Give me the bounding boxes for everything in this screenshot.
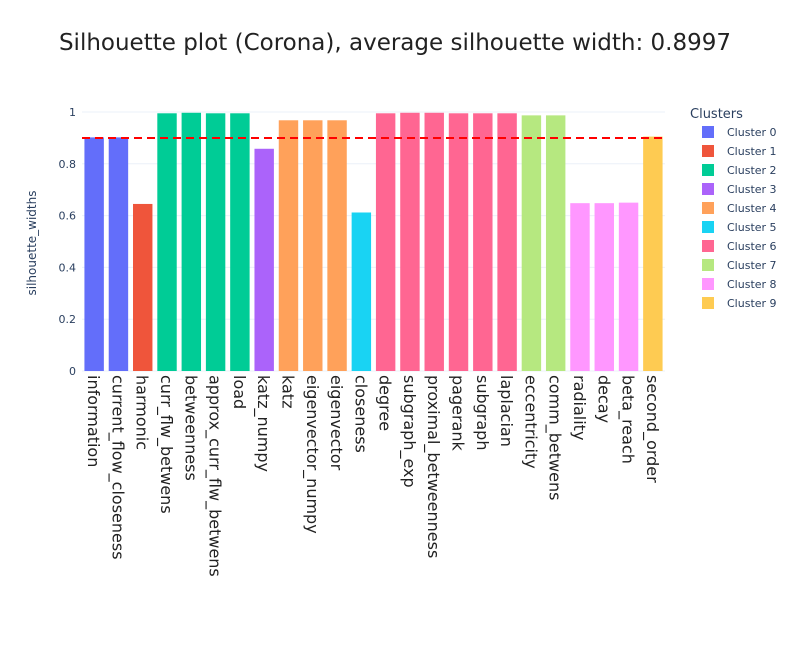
x-axis-ticks: information current_flow_closeness harmoni…: [84, 375, 662, 577]
legend-label: Cluster 0: [727, 126, 777, 139]
gridlines: [82, 111, 665, 372]
legend-item[interactable]: Cluster 4: [702, 202, 777, 215]
x-tick-label: betweenness: [181, 375, 200, 481]
bar-eccentricity[interactable]: [521, 115, 542, 371]
x-tick-label: approx_curr_flw_betwens: [205, 375, 225, 577]
bar-subgraph_exp[interactable]: [400, 112, 420, 371]
y-axis-ticks: 0 0.2 0.4 0.6 0.8 1: [59, 106, 77, 378]
x-tick-label: curr_flw_betwens: [156, 375, 176, 514]
bar-eigenvector[interactable]: [327, 120, 347, 372]
legend-label: Cluster 4: [727, 202, 777, 215]
bars-layer: [84, 112, 663, 372]
x-tick-label: comm_betwens: [545, 375, 565, 500]
bar-current_flow_closeness[interactable]: [108, 137, 129, 371]
x-tick-label: eigenvector: [327, 375, 346, 471]
x-tick-label: harmonic: [133, 375, 152, 450]
bar-degree[interactable]: [375, 113, 396, 372]
bar-katz_numpy[interactable]: [254, 148, 274, 371]
legend-item[interactable]: Cluster 6: [702, 240, 777, 253]
legend[interactable]: Clusters Cluster 0 Cluster 1 Cluster 2 Clus…: [690, 107, 777, 310]
x-tick-label: proximal_betweenness: [423, 375, 443, 558]
y-tick-label: 1: [69, 106, 76, 119]
y-tick-label: 0.2: [59, 313, 77, 326]
x-tick-label: laplacian: [497, 375, 516, 447]
legend-swatch: [702, 259, 714, 271]
legend-swatch: [702, 145, 714, 157]
x-tick-label: current_flow_closeness: [107, 375, 127, 560]
x-tick-label: second_order: [642, 375, 662, 483]
bar-closeness[interactable]: [351, 212, 372, 371]
legend-item[interactable]: Cluster 0: [702, 126, 777, 139]
bar-katz[interactable]: [278, 120, 299, 372]
legend-title: Clusters: [690, 107, 743, 122]
y-tick-label: 0: [69, 365, 76, 378]
legend-swatch: [702, 240, 714, 252]
legend-label: Cluster 7: [727, 259, 777, 272]
x-tick-label: subgraph: [473, 375, 492, 450]
x-tick-label: subgraph_exp: [399, 375, 419, 488]
bar-radiality[interactable]: [570, 203, 590, 371]
legend-item[interactable]: Cluster 3: [702, 183, 777, 196]
bar-proximal_betweenness[interactable]: [424, 112, 444, 371]
x-tick-label: beta_reach: [618, 375, 638, 464]
x-tick-label: closeness: [351, 375, 370, 453]
legend-label: Cluster 9: [727, 297, 777, 310]
bar-pagerank[interactable]: [448, 113, 469, 372]
bar-harmonic[interactable]: [133, 203, 153, 371]
legend-item[interactable]: Cluster 8: [702, 278, 777, 291]
legend-item[interactable]: Cluster 9: [702, 297, 777, 310]
y-tick-label: 0.4: [59, 261, 77, 274]
legend-swatch: [702, 297, 714, 309]
x-tick-label: pagerank: [449, 375, 468, 451]
legend-item[interactable]: Cluster 7: [702, 259, 777, 272]
legend-swatch: [702, 221, 714, 233]
legend-label: Cluster 3: [727, 183, 777, 196]
legend-label: Cluster 2: [727, 164, 777, 177]
legend-swatch: [702, 126, 714, 138]
legend-label: Cluster 1: [727, 145, 777, 158]
bar-information[interactable]: [84, 137, 104, 371]
bar-second_order[interactable]: [643, 136, 663, 371]
legend-label: Cluster 5: [727, 221, 777, 234]
y-tick-label: 0.6: [59, 210, 77, 223]
bar-approx_curr_flw_betwens[interactable]: [205, 113, 226, 372]
legend-item[interactable]: Cluster 5: [702, 221, 777, 234]
x-tick-label: load: [230, 375, 249, 409]
chart-title: Silhouette plot (Corona), average silhou…: [59, 30, 731, 56]
bar-curr_flw_betwens[interactable]: [157, 113, 177, 372]
bar-beta_reach[interactable]: [618, 202, 639, 371]
x-tick-label: information: [84, 375, 103, 467]
x-tick-label: degree: [376, 375, 395, 431]
bar-load[interactable]: [230, 113, 250, 372]
y-axis-label: silhouette_widths: [25, 191, 39, 296]
bar-eigenvector_numpy[interactable]: [303, 120, 323, 372]
legend-swatch: [702, 164, 714, 176]
x-tick-label: eccentricity: [521, 375, 540, 469]
x-tick-label: eigenvector_numpy: [302, 375, 322, 534]
x-tick-label: katz: [278, 375, 297, 408]
x-tick-label: katz_numpy: [253, 375, 273, 472]
bar-laplacian[interactable]: [497, 113, 517, 372]
legend-swatch: [702, 278, 714, 290]
y-tick-label: 0.8: [59, 158, 77, 171]
bar-decay[interactable]: [594, 203, 614, 371]
bar-comm_betwens[interactable]: [545, 115, 566, 371]
x-tick-label: decay: [594, 375, 613, 423]
bar-betweenness[interactable]: [181, 112, 202, 371]
legend-label: Cluster 8: [727, 278, 777, 291]
bar-subgraph[interactable]: [473, 113, 493, 372]
legend-item[interactable]: Cluster 1: [702, 145, 777, 158]
legend-label: Cluster 6: [727, 240, 777, 253]
legend-swatch: [702, 202, 714, 214]
legend-item[interactable]: Cluster 2: [702, 164, 777, 177]
legend-swatch: [702, 183, 714, 195]
x-tick-label: radiality: [570, 375, 589, 440]
